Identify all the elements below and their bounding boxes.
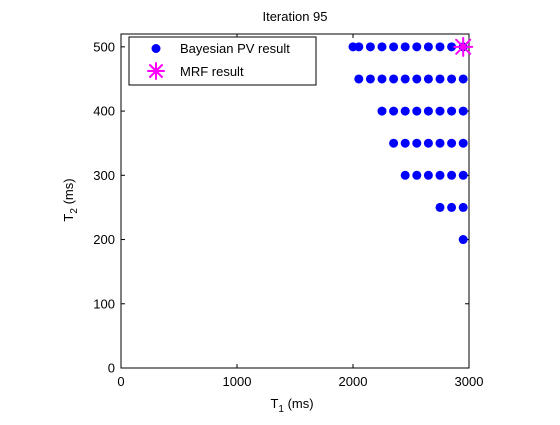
legend-box	[128, 36, 317, 86]
y-axis-label-main: T	[61, 214, 76, 222]
bayesian-pv-point	[400, 74, 410, 84]
bayesian-pv-point	[400, 42, 410, 52]
chart-title: Iteration 95	[262, 9, 327, 24]
y-tick-label: 200	[93, 232, 115, 247]
x-tick-label: 0	[117, 374, 124, 389]
legend-label-mrf: MRF result	[180, 64, 244, 79]
x-axis-label-subscript: 1	[278, 404, 284, 415]
bayesian-pv-point	[447, 42, 457, 52]
bayesian-pv-point	[458, 202, 468, 212]
bayesian-pv-point	[412, 74, 422, 84]
bayesian-pv-point	[458, 235, 468, 245]
legend: Bayesian PV result MRF result	[128, 36, 317, 86]
y-axis-label: T2 (ms)	[61, 178, 80, 221]
bayesian-pv-point	[458, 138, 468, 148]
x-axis-ticks: 0 1000 2000 3000	[117, 34, 483, 389]
bayesian-pv-point	[447, 106, 457, 116]
bayesian-pv-point	[412, 170, 422, 180]
bayesian-pv-point	[423, 42, 433, 52]
y-tick-label: 100	[93, 296, 115, 311]
mrf-point	[453, 36, 474, 57]
x-axis-label-unit: (ms)	[284, 396, 314, 411]
bayesian-pv-point	[423, 138, 433, 148]
y-tick-label: 500	[93, 39, 115, 54]
data-points	[348, 36, 474, 245]
legend-label-bayesian-pv: Bayesian PV result	[180, 41, 290, 56]
legend-marker-bayesian-pv	[151, 44, 161, 53]
y-tick-label: 0	[108, 361, 115, 376]
bayesian-pv-point	[354, 42, 364, 52]
y-tick-label: 300	[93, 168, 115, 183]
bayesian-pv-point	[435, 74, 445, 84]
bayesian-pv-point	[435, 138, 445, 148]
bayesian-pv-point	[435, 106, 445, 116]
x-axis-label-main: T	[270, 396, 278, 411]
y-axis-ticks: 0 100 200 300 400 500	[93, 39, 469, 376]
bayesian-pv-point	[423, 106, 433, 116]
x-tick-label: 2000	[339, 374, 368, 389]
y-tick-label: 400	[93, 104, 115, 119]
bayesian-pv-point	[377, 42, 387, 52]
bayesian-pv-point	[458, 74, 468, 84]
bayesian-pv-point	[400, 138, 410, 148]
bayesian-pv-point	[389, 42, 399, 52]
bayesian-pv-point	[435, 202, 445, 212]
bayesian-pv-point	[377, 74, 387, 84]
x-axis-label: T1 (ms)	[270, 396, 313, 415]
bayesian-pv-point	[412, 42, 422, 52]
bayesian-pv-point	[458, 170, 468, 180]
bayesian-pv-point	[389, 106, 399, 116]
y-axis-label-unit: (ms)	[61, 178, 76, 208]
bayesian-pv-point	[377, 106, 387, 116]
bayesian-pv-point	[365, 42, 375, 52]
bayesian-pv-point	[400, 170, 410, 180]
bayesian-pv-point	[435, 170, 445, 180]
bayesian-pv-point	[389, 138, 399, 148]
bayesian-pv-point	[423, 170, 433, 180]
bayesian-pv-point	[435, 42, 445, 52]
legend-marker-mrf	[147, 62, 165, 80]
bayesian-pv-point	[447, 202, 457, 212]
plot-area	[120, 33, 470, 369]
bayesian-pv-point	[412, 106, 422, 116]
bayesian-pv-point	[354, 74, 364, 84]
bayesian-pv-point	[389, 74, 399, 84]
bayesian-pv-point	[400, 106, 410, 116]
bayesian-pv-point	[447, 170, 457, 180]
bayesian-pv-point	[365, 74, 375, 84]
bayesian-pv-point	[423, 74, 433, 84]
x-tick-label: 1000	[223, 374, 252, 389]
bayesian-pv-point	[447, 138, 457, 148]
bayesian-pv-point	[447, 74, 457, 84]
bayesian-pv-point	[412, 138, 422, 148]
y-axis-label-subscript: 2	[69, 208, 80, 214]
bayesian-pv-point	[458, 106, 468, 116]
x-tick-label: 3000	[455, 374, 484, 389]
